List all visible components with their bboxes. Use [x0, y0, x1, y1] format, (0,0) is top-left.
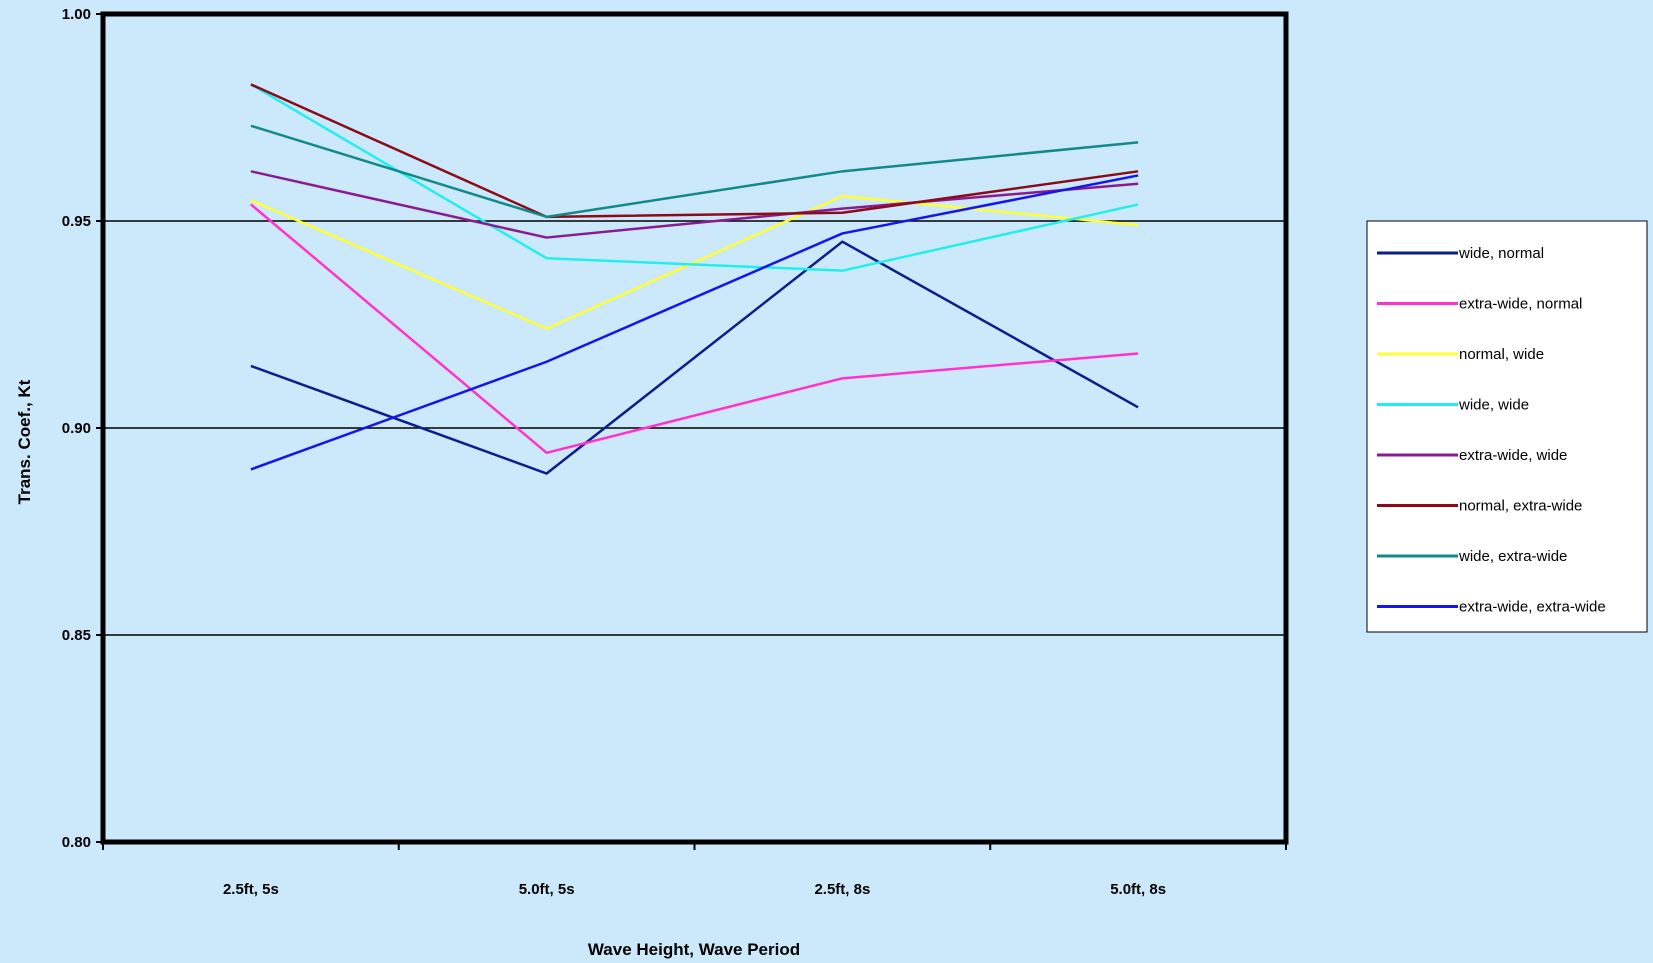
- x-tick-label: 2.5ft, 8s: [814, 881, 870, 898]
- legend-label: wide, extra-wide: [1458, 548, 1567, 565]
- x-tick-label: 2.5ft, 5s: [223, 881, 279, 898]
- axis-ticks: [96, 13, 1287, 850]
- x-tick-label: 5.0ft, 8s: [1110, 881, 1166, 898]
- legend-label: normal, extra-wide: [1459, 498, 1582, 515]
- series-line-6: [250, 83, 1139, 219]
- y-axis-title: Trans. Coef., Kt: [15, 379, 34, 504]
- series-line-3: [250, 194, 1139, 330]
- series-lines: [250, 83, 1139, 475]
- y-tick-label: 0.80: [62, 834, 91, 851]
- x-tick-label: 5.0ft, 5s: [519, 881, 575, 898]
- legend-label: normal, wide: [1459, 346, 1544, 363]
- y-tick-labels: 0.80 0.85 0.90 0.95 1.00: [62, 6, 91, 851]
- legend-label: extra-wide, extra-wide: [1459, 599, 1606, 616]
- y-tick-label: 0.95: [62, 213, 91, 230]
- legend: wide, normal extra-wide, normal normal, wi…: [1366, 220, 1648, 633]
- legend-label: extra-wide, normal: [1459, 296, 1582, 313]
- legend-box: [1366, 220, 1648, 633]
- series-line-1: [250, 240, 1139, 475]
- x-axis-title: Wave Height, Wave Period: [588, 940, 800, 959]
- series-line-7: [250, 124, 1139, 219]
- series-line-8: [250, 174, 1139, 471]
- y-tick-label: 1.00: [62, 6, 91, 23]
- legend-label: extra-wide, wide: [1459, 447, 1567, 464]
- series-line-2: [250, 203, 1139, 455]
- x-tick-labels: 2.5ft, 5s 5.0ft, 5s 2.5ft, 8s 5.0ft, 8s: [223, 881, 1166, 898]
- y-tick-label: 0.90: [62, 420, 91, 437]
- series-line-5: [250, 170, 1139, 239]
- legend-label: wide, wide: [1458, 397, 1529, 414]
- legend-label: wide, normal: [1458, 245, 1544, 262]
- y-tick-label: 0.85: [62, 627, 91, 644]
